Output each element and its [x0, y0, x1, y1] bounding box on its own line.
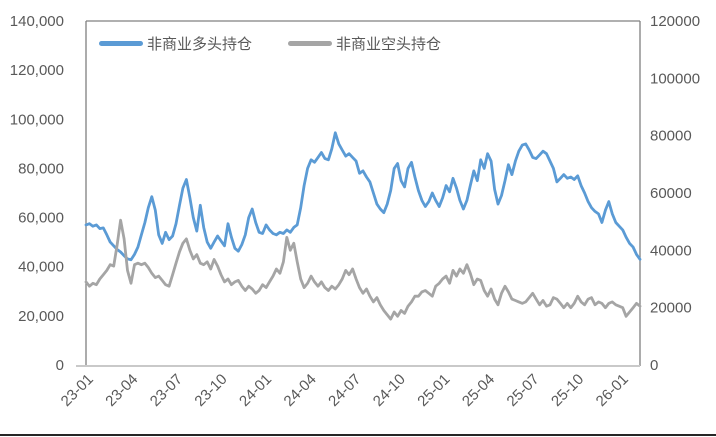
svg-text:23-10: 23-10 — [191, 371, 230, 410]
svg-text:100,000: 100,000 — [10, 111, 64, 128]
svg-text:100000: 100000 — [650, 70, 700, 87]
bottom-border-line — [0, 434, 716, 436]
svg-text:24-10: 24-10 — [370, 371, 409, 410]
svg-text:23-04: 23-04 — [102, 371, 141, 410]
svg-text:25-07: 25-07 — [504, 371, 543, 410]
svg-text:20,000: 20,000 — [18, 308, 64, 325]
svg-text:40000: 40000 — [650, 242, 692, 259]
svg-text:24-07: 24-07 — [325, 371, 364, 410]
svg-text:80000: 80000 — [650, 128, 692, 145]
svg-text:120,000: 120,000 — [10, 62, 64, 79]
svg-text:26-01: 26-01 — [593, 371, 632, 410]
svg-text:20000: 20000 — [650, 300, 692, 317]
svg-text:23-01: 23-01 — [58, 371, 97, 410]
svg-text:25-10: 25-10 — [548, 371, 587, 410]
svg-text:25-04: 25-04 — [459, 371, 498, 410]
svg-text:40,000: 40,000 — [18, 259, 64, 276]
svg-text:60000: 60000 — [650, 185, 692, 202]
svg-text:80,000: 80,000 — [18, 160, 64, 177]
chart-legend: 非商业多头持仓 非商业空头持仓 — [99, 33, 441, 54]
legend-item-long: 非商业多头持仓 — [99, 33, 252, 54]
svg-text:60,000: 60,000 — [18, 210, 64, 227]
legend-label-short: 非商业空头持仓 — [336, 36, 442, 53]
svg-text:0: 0 — [650, 357, 658, 374]
legend-line-sample-long — [99, 41, 143, 46]
svg-text:140,000: 140,000 — [10, 13, 64, 30]
svg-text:25-01: 25-01 — [414, 371, 453, 410]
legend-line-sample-short — [288, 41, 333, 46]
legend-label-long: 非商业多头持仓 — [147, 36, 253, 53]
svg-text:23-07: 23-07 — [147, 371, 186, 410]
legend-item-short: 非商业空头持仓 — [288, 33, 441, 54]
svg-text:24-04: 24-04 — [281, 371, 320, 410]
svg-text:0: 0 — [56, 357, 64, 374]
svg-text:120000: 120000 — [650, 13, 700, 30]
svg-text:24-01: 24-01 — [236, 371, 275, 410]
